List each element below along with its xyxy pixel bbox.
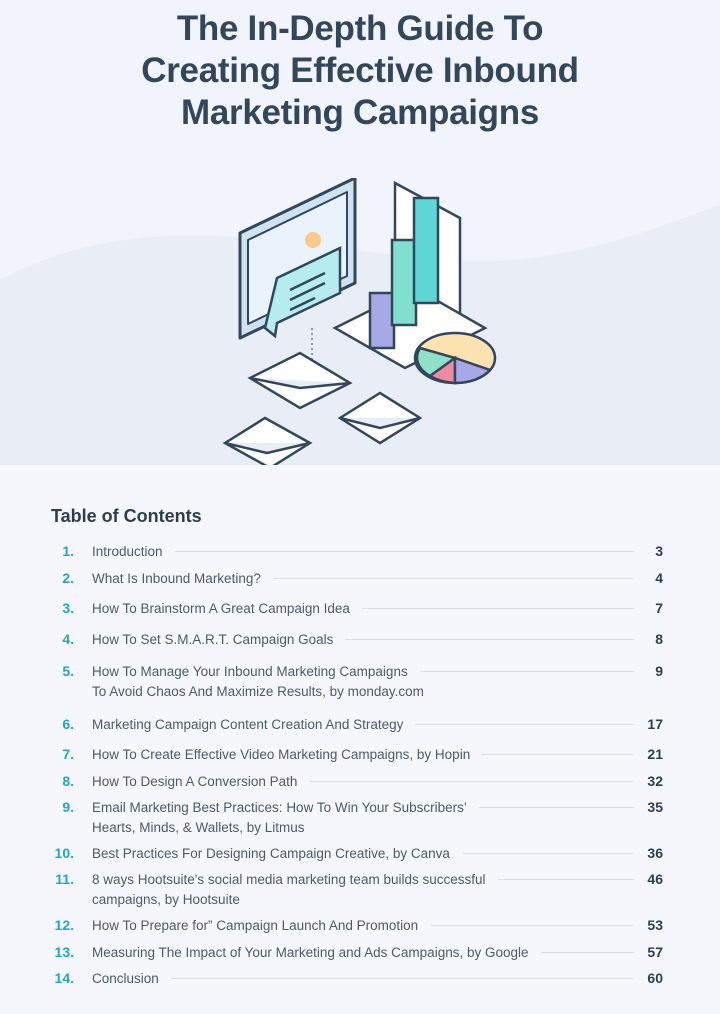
- toc-entry[interactable]: 7. How To Create Effective Video Marketi…: [0, 745, 720, 765]
- toc-entry-number: 6.: [62, 716, 74, 732]
- marketing-illustration: [222, 178, 497, 465]
- toc-entry-page: 36: [647, 845, 663, 861]
- toc-entry-page: 57: [647, 944, 663, 960]
- page-title: The In-Depth Guide To Creating Effective…: [0, 8, 720, 134]
- toc-entry-number: 11.: [55, 871, 74, 887]
- toc-entry-title[interactable]: Marketing Campaign Content Creation And …: [92, 717, 404, 732]
- toc-entry[interactable]: 4. How To Set S.M.A.R.T. Campaign Goals …: [0, 630, 720, 650]
- toc-entry-page: 17: [647, 716, 663, 732]
- toc-entry-number: 3.: [62, 600, 74, 616]
- toc-entry-title[interactable]: How To Brainstorm A Great Campaign Idea: [92, 601, 350, 616]
- toc-entry[interactable]: 3. How To Brainstorm A Great Campaign Id…: [0, 599, 720, 619]
- toc-entry[interactable]: 13. Measuring The Impact of Your Marketi…: [0, 943, 720, 963]
- title-line: Creating Effective Inbound: [141, 51, 579, 90]
- toc-entry-number: 12.: [54, 917, 74, 933]
- toc-heading: Table of Contents: [51, 506, 202, 526]
- toc-entry-number: 8.: [62, 773, 74, 789]
- toc-entry-page: 3: [655, 543, 663, 559]
- dotted-leader: [430, 925, 634, 926]
- toc-entry-title[interactable]: What Is Inbound Marketing?: [92, 571, 261, 586]
- dotted-leader: [498, 879, 634, 880]
- dotted-leader: [362, 608, 634, 609]
- dotted-leader: [309, 781, 634, 782]
- dotted-leader: [482, 754, 634, 755]
- toc-entry-number: 14.: [54, 970, 74, 986]
- toc-entry-number: 5.: [62, 663, 74, 679]
- toc-entry-page: 4: [655, 570, 663, 586]
- toc-entry-number: 4.: [62, 631, 74, 647]
- dotted-leader: [541, 952, 634, 953]
- dotted-leader: [479, 807, 634, 808]
- toc-entry-number: 9.: [62, 799, 74, 815]
- toc-entry-title[interactable]: How To Prepare for” Campaign Launch And …: [92, 918, 419, 933]
- toc-entry-title[interactable]: Best Practices For Designing Campaign Cr…: [92, 846, 450, 861]
- toc-entry-title[interactable]: 8 ways Hootsuite's social media marketin…: [92, 872, 486, 887]
- toc-entry-title[interactable]: How To Create Effective Video Marketing …: [92, 747, 471, 762]
- toc-entry[interactable]: 10. Best Practices For Designing Campaig…: [0, 844, 720, 864]
- toc-entry[interactable]: 8. How To Design A Conversion Path 32: [0, 772, 720, 792]
- toc-entry-page: 60: [647, 970, 663, 986]
- bar-chart-icon: [332, 180, 488, 370]
- hero-section: The In-Depth Guide To Creating Effective…: [0, 0, 720, 465]
- dotted-leader: [171, 978, 634, 979]
- toc-entry-page: 9: [655, 663, 663, 679]
- toc-entry-title-cont: Hearts, Minds, & Wallets, by Litmus: [92, 820, 305, 835]
- dotted-leader: [175, 551, 634, 552]
- toc-entry[interactable]: 6. Marketing Campaign Content Creation A…: [0, 715, 720, 735]
- dotted-leader: [273, 578, 634, 579]
- title-line: The In-Depth Guide To: [176, 9, 544, 48]
- toc-entry-page: 46: [647, 871, 663, 887]
- toc-entry-title[interactable]: How To Set S.M.A.R.T. Campaign Goals: [92, 632, 334, 647]
- toc-entry-title[interactable]: How To Design A Conversion Path: [92, 774, 298, 789]
- dotted-leader: [462, 853, 634, 854]
- toc-entry-page: 53: [647, 917, 663, 933]
- chat-bubble-icon: [263, 246, 342, 339]
- toc-entry-page: 7: [655, 600, 663, 616]
- toc-entry-title-cont: campaigns, by Hootsuite: [92, 892, 240, 907]
- dotted-leader: [345, 639, 634, 640]
- toc-entry-title[interactable]: Measuring The Impact of Your Marketing a…: [92, 945, 529, 960]
- toc-entry-number: 1.: [62, 543, 74, 559]
- dotted-leader: [415, 724, 634, 725]
- toc-entry-number: 10.: [54, 845, 74, 861]
- toc-entry[interactable]: 2. What Is Inbound Marketing? 4: [0, 569, 720, 589]
- toc-entry-title[interactable]: Introduction: [92, 544, 163, 559]
- pie-chart-icon: [413, 331, 497, 385]
- toc-entry-title[interactable]: Conclusion: [92, 971, 159, 986]
- toc-entry-title[interactable]: How To Manage Your Inbound Marketing Cam…: [92, 664, 408, 679]
- toc-entry-number: 2.: [62, 570, 74, 586]
- toc-entry[interactable]: 11. 8 ways Hootsuite's social media mark…: [0, 870, 720, 907]
- toc-entry-number: 13.: [54, 944, 74, 960]
- toc-entry[interactable]: 14. Conclusion 60: [0, 969, 720, 989]
- toc-entry-title-cont: To Avoid Chaos And Maximize Results, by …: [92, 684, 424, 699]
- toc-entry[interactable]: 5. How To Manage Your Inbound Marketing …: [0, 662, 720, 699]
- toc-entry-page: 21: [647, 746, 663, 762]
- toc-entry-page: 8: [655, 631, 663, 647]
- toc-entry-title[interactable]: Email Marketing Best Practices: How To W…: [92, 800, 467, 815]
- toc-entry-number: 7.: [62, 746, 74, 762]
- title-line: Marketing Campaigns: [181, 93, 539, 132]
- toc-entry[interactable]: 12. How To Prepare for” Campaign Launch …: [0, 916, 720, 936]
- toc-entry-page: 32: [647, 773, 663, 789]
- toc-entry[interactable]: 1. Introduction 3: [0, 542, 720, 562]
- envelope-icon: [222, 351, 423, 465]
- toc-entry-page: 35: [647, 799, 663, 815]
- toc-entry[interactable]: 9. Email Marketing Best Practices: How T…: [0, 798, 720, 835]
- dotted-leader: [420, 671, 634, 672]
